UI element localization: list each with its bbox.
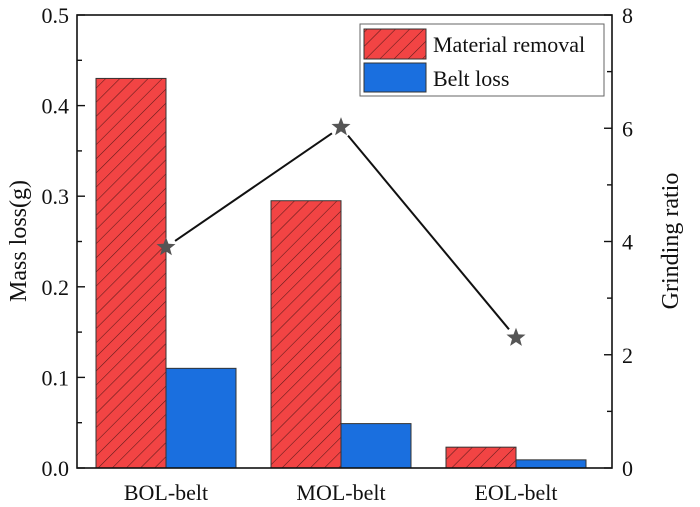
left-tick-label: 0.2 bbox=[42, 275, 70, 300]
legend-swatch-material-removal bbox=[363, 28, 427, 60]
y-axis-right-title: Grinding ratio bbox=[658, 173, 684, 310]
category-label: EOL-belt bbox=[474, 480, 557, 505]
legend: Material removal Belt loss bbox=[359, 23, 605, 97]
y-axis-title: Mass loss(g) bbox=[6, 180, 32, 302]
right-axis: 0 2 4 6 8 bbox=[604, 3, 633, 481]
left-tick-label: 0.4 bbox=[42, 94, 70, 119]
right-tick-label: 2 bbox=[622, 343, 633, 368]
right-tick-label: 0 bbox=[622, 456, 633, 481]
bar-material-removal-mol-belt bbox=[270, 200, 342, 469]
grinding-ratio-segment bbox=[347, 134, 510, 330]
bar-belt-loss-mol-belt bbox=[340, 423, 412, 469]
legend-label-material-removal: Material removal bbox=[433, 32, 585, 57]
left-tick-label: 0.3 bbox=[42, 184, 70, 209]
category-label: MOL-belt bbox=[296, 480, 385, 505]
left-tick-label: 0.1 bbox=[42, 365, 70, 390]
legend-label-belt-loss: Belt loss bbox=[433, 66, 509, 91]
bars-layer bbox=[95, 77, 587, 469]
bar-belt-loss-eol-belt bbox=[515, 459, 587, 469]
grinding-ratio-segment bbox=[174, 132, 333, 242]
left-axis: 0.0 0.1 0.2 0.3 0.4 0.5 bbox=[42, 3, 85, 481]
x-axis: BOL-belt MOL-belt EOL-belt bbox=[124, 480, 558, 505]
left-tick-label: 0.0 bbox=[42, 456, 70, 481]
grinding-ratio-star-marker bbox=[156, 237, 176, 256]
legend-swatch-belt-loss bbox=[363, 62, 427, 93]
right-tick-label: 4 bbox=[622, 230, 633, 255]
grinding-ratio-star-marker bbox=[506, 327, 526, 346]
right-tick-label: 8 bbox=[622, 3, 633, 28]
category-label: BOL-belt bbox=[124, 480, 208, 505]
bar-material-removal-bol-belt bbox=[95, 77, 167, 469]
grinding-ratio-star-marker bbox=[331, 117, 351, 136]
right-tick-label: 6 bbox=[622, 116, 633, 141]
bar-belt-loss-bol-belt bbox=[165, 367, 237, 469]
left-tick-label: 0.5 bbox=[42, 3, 70, 28]
grinding-ratio-layer bbox=[156, 117, 526, 346]
bar-material-removal-eol-belt bbox=[445, 446, 517, 469]
